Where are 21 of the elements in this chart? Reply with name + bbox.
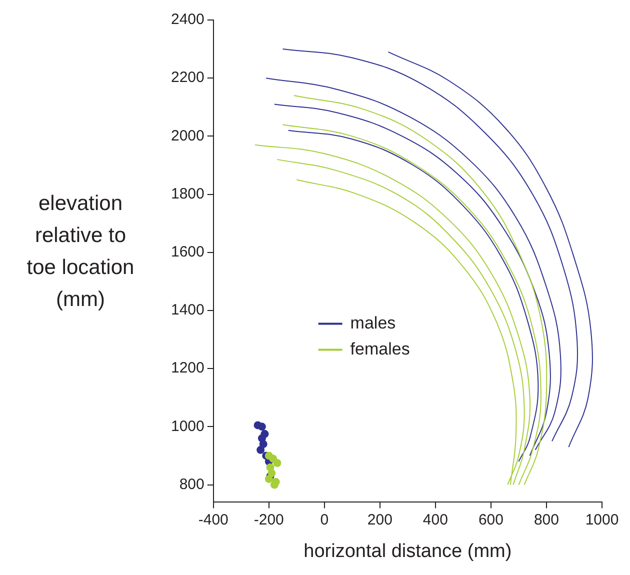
y-tick-label: 1400 <box>170 302 204 319</box>
y-tick-label: 1600 <box>170 244 204 261</box>
x-axis-title: horizontal distance (mm) <box>304 540 512 562</box>
y-tick-label: 2000 <box>170 127 204 144</box>
x-tick-label: 1000 <box>585 511 619 528</box>
legend-label: females <box>350 339 410 358</box>
legend-label: males <box>350 313 396 332</box>
x-tick-label: 0 <box>320 511 329 528</box>
y-tick-label: 1800 <box>170 185 204 202</box>
y-axis-title: elevation relative to toe location (mm) <box>26 191 136 313</box>
y-tick-label: 800 <box>179 476 204 493</box>
y-tick-label: 2400 <box>170 11 204 28</box>
y-tick-label: 2200 <box>170 69 204 86</box>
y-tick-label: 1000 <box>170 418 204 435</box>
x-tick-label: 200 <box>367 511 392 528</box>
x-tick-label: -200 <box>254 511 284 528</box>
x-tick-label: -400 <box>198 511 228 528</box>
x-tick-label: 400 <box>422 511 448 528</box>
x-tick-label: 800 <box>534 511 559 528</box>
x-tick-label: 600 <box>478 511 504 528</box>
y-tick-label: 1200 <box>170 360 204 377</box>
